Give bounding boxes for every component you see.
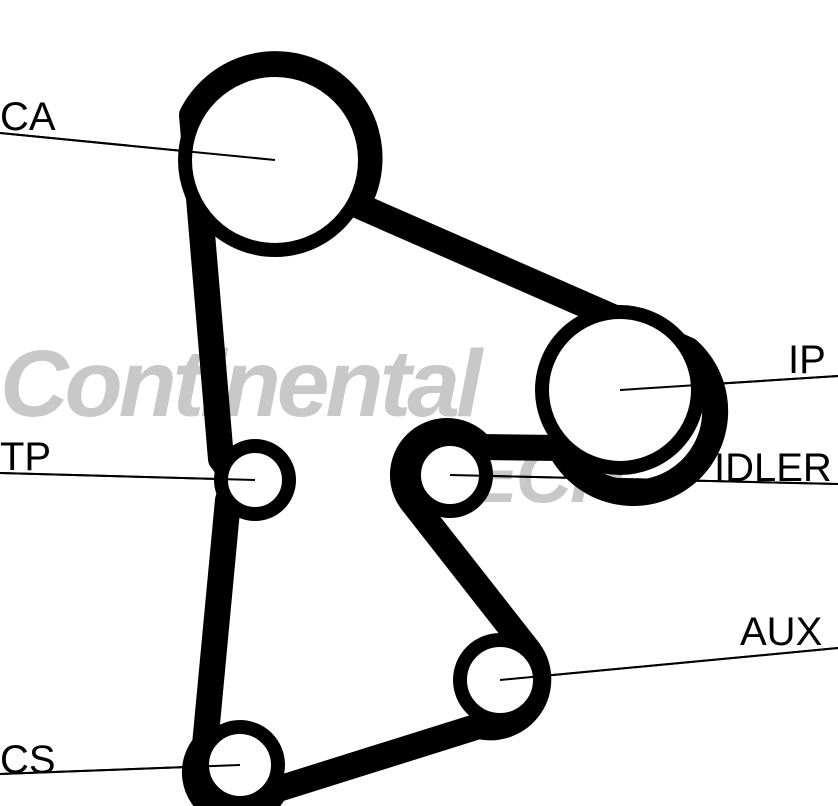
label-cs: CS	[0, 738, 56, 783]
pulleys	[185, 70, 698, 803]
belt-diagram-svg	[0, 0, 838, 806]
label-tp: TP	[0, 435, 51, 480]
label-idler: IDLER	[714, 446, 832, 491]
label-ip: IP	[788, 338, 826, 383]
label-ca: CA	[0, 95, 56, 140]
label-aux: AUX	[740, 610, 822, 655]
